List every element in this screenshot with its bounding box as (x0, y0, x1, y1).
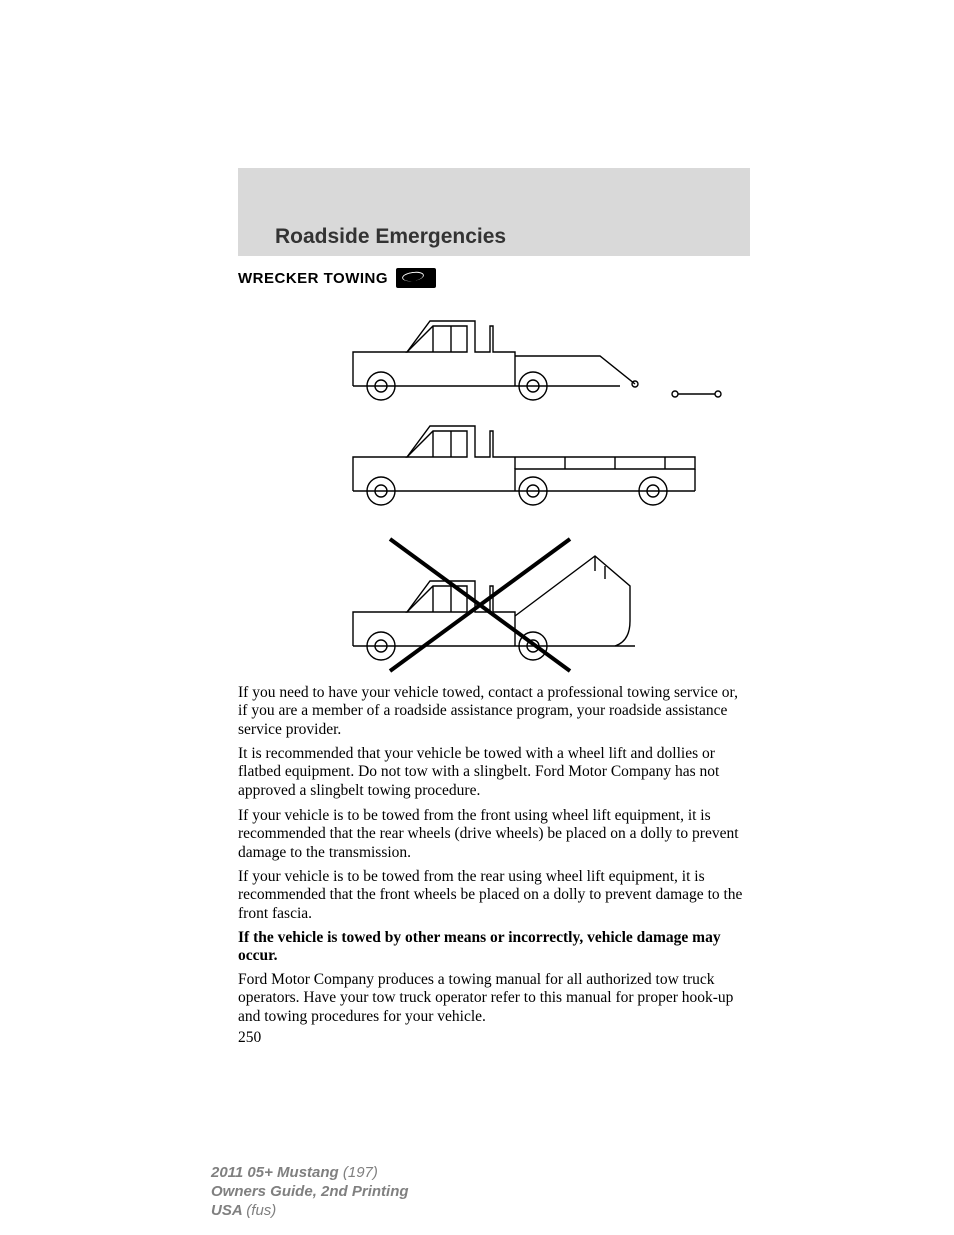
page-number: 250 (238, 1029, 261, 1047)
subheading-row: WRECKER TOWING (238, 268, 436, 288)
footer-model: 2011 05+ Mustang (211, 1164, 343, 1181)
footer-region: USA (211, 1202, 246, 1219)
paragraph-4: If your vehicle is to be towed from the … (238, 868, 750, 923)
paragraph-5-bold: If the vehicle is towed by other means o… (238, 929, 750, 966)
towing-diagram (335, 296, 730, 674)
paragraph-2: It is recommended that your vehicle be t… (238, 745, 750, 800)
truck-slingbelt (353, 539, 635, 671)
footer-block: 2011 05+ Mustang (197) Owners Guide, 2nd… (211, 1163, 409, 1221)
truck-flatbed (353, 426, 695, 505)
subheading-text: WRECKER TOWING (238, 270, 388, 287)
footer-model-code: (197) (343, 1164, 378, 1181)
footer-guide: Owners Guide, 2nd Printing (211, 1182, 409, 1201)
footer-region-code: (fus) (246, 1202, 276, 1219)
paragraph-3: If your vehicle is to be towed from the … (238, 807, 750, 862)
paragraph-6: Ford Motor Company produces a towing man… (238, 971, 750, 1026)
tow-hook-icon (396, 268, 436, 288)
paragraph-1: If you need to have your vehicle towed, … (238, 684, 750, 739)
not-allowed-x-icon (390, 539, 570, 671)
section-title: Roadside Emergencies (275, 225, 506, 249)
truck-wheel-lift (353, 321, 721, 400)
